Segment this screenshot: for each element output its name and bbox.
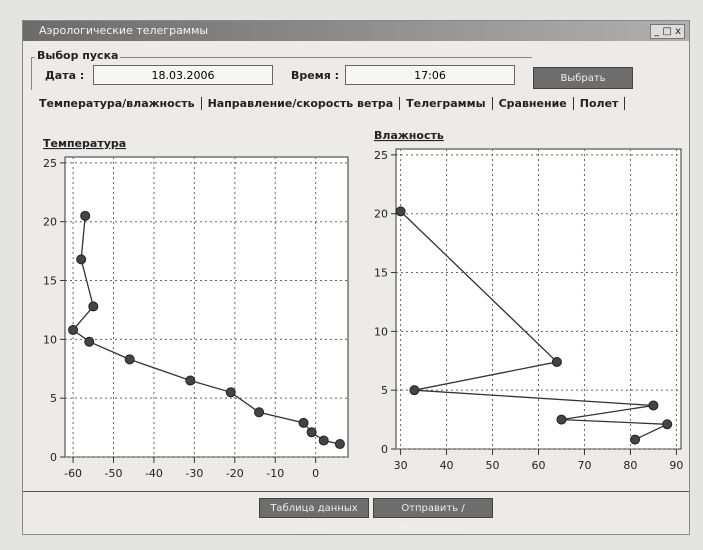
x-tick-label: 70	[577, 459, 591, 472]
x-tick-label: -10	[266, 467, 284, 480]
data-point	[649, 401, 658, 410]
x-tick-label: -20	[226, 467, 244, 480]
data-point	[77, 255, 86, 264]
x-tick-label: 0	[312, 467, 319, 480]
data-point	[319, 436, 328, 445]
data-point	[226, 388, 235, 397]
title-bar: Аэрологические телеграммы _ □ x	[23, 21, 689, 41]
tab[interactable]: Полет	[574, 97, 626, 110]
y-tick-label: 5	[381, 384, 388, 397]
date-label: Дата :	[45, 69, 84, 82]
page: Аэрологические телеграммы _ □ x Выбор пус…	[0, 0, 703, 550]
y-tick-label: 0	[381, 443, 388, 456]
x-tick-label: -50	[105, 467, 123, 480]
send-print-button[interactable]: Отправить / Распечатать	[373, 498, 493, 518]
separator	[23, 491, 689, 492]
data-point	[89, 302, 98, 311]
x-tick-label: -30	[185, 467, 203, 480]
data-point	[410, 386, 419, 395]
y-tick-label: 0	[50, 451, 57, 464]
y-tick-label: 10	[43, 333, 57, 346]
x-tick-label: 30	[394, 459, 408, 472]
data-point	[85, 337, 94, 346]
y-tick-label: 5	[50, 392, 57, 405]
data-point	[396, 207, 405, 216]
y-tick-label: 20	[43, 216, 57, 229]
data-point	[552, 357, 561, 366]
tab[interactable]: Температура/влажность	[33, 97, 202, 110]
y-tick-label: 15	[374, 267, 388, 280]
data-point	[335, 440, 344, 449]
x-tick-label: 50	[486, 459, 500, 472]
window: Аэрологические телеграммы _ □ x Выбор пус…	[22, 20, 690, 535]
data-point	[557, 415, 566, 424]
y-tick-label: 20	[374, 208, 388, 221]
data-point	[125, 355, 134, 364]
tab[interactable]: Сравнение	[493, 97, 574, 110]
tab-bar: Температура/влажность Направление/скорос…	[33, 97, 625, 110]
data-point	[81, 211, 90, 220]
data-point	[69, 325, 78, 334]
window-controls[interactable]: _ □ x	[650, 24, 685, 39]
data-point	[186, 376, 195, 385]
chart-title: Температура	[43, 137, 126, 150]
time-label: Время :	[291, 69, 339, 82]
x-tick-label: 60	[532, 459, 546, 472]
x-tick-label: 80	[623, 459, 637, 472]
chart-title: Влажность	[374, 129, 444, 142]
data-point	[631, 435, 640, 444]
y-tick-label: 10	[374, 325, 388, 338]
window-title: Аэрологические телеграммы	[39, 24, 208, 37]
y-tick-label: 25	[43, 157, 57, 170]
data-table-button[interactable]: Таблица данных пуска	[259, 498, 369, 518]
tab[interactable]: Телеграммы	[400, 97, 492, 110]
x-tick-label: -40	[145, 467, 163, 480]
time-field[interactable]: 17:06	[345, 65, 515, 85]
data-point	[307, 428, 316, 437]
x-tick-label: 40	[440, 459, 454, 472]
y-tick-label: 15	[43, 275, 57, 288]
select-button[interactable]: Выбрать	[533, 67, 633, 89]
data-point	[663, 420, 672, 429]
data-point	[299, 418, 308, 427]
plot-area	[65, 157, 348, 457]
x-tick-label: -60	[64, 467, 82, 480]
date-field[interactable]: 18.03.2006	[93, 65, 273, 85]
tab[interactable]: Направление/скорость ветра	[202, 97, 401, 110]
x-tick-label: 90	[669, 459, 683, 472]
data-point	[255, 408, 264, 417]
y-tick-label: 25	[374, 149, 388, 162]
charts: Температура 0 5 10 15 20 25 -60 -50 -40 -30 -20 -10 0…	[23, 117, 689, 487]
group-label: Выбор пуска	[35, 49, 120, 62]
